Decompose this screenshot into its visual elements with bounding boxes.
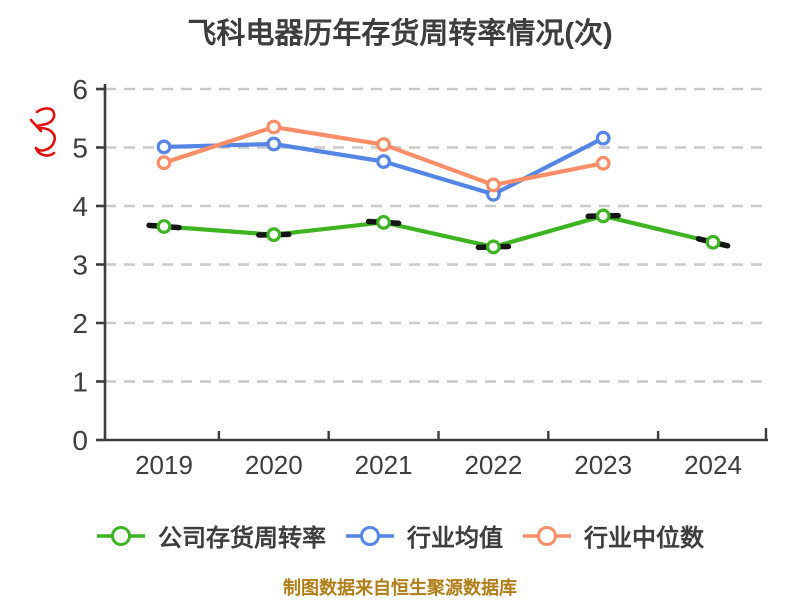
- legend-label: 行业中位数: [584, 525, 704, 552]
- svg-text:6: 6: [72, 74, 88, 105]
- svg-text:2020: 2020: [245, 450, 303, 480]
- legend-item-industry-mean: 行业均值: [345, 518, 503, 553]
- red-scribble-annotation-icon: [29, 107, 56, 157]
- svg-text:3: 3: [72, 250, 88, 281]
- svg-text:1: 1: [72, 367, 88, 398]
- data-source-footer: 制图数据来自恒生聚源数据库: [283, 578, 517, 598]
- legend-item-industry-median: 行业中位数: [522, 518, 704, 553]
- chart-legend: 公司存货周转率 行业均值 行业中位数: [0, 518, 800, 553]
- svg-text:2024: 2024: [684, 450, 742, 480]
- svg-text:0: 0: [72, 425, 88, 456]
- svg-text:2: 2: [72, 308, 88, 339]
- svg-text:2023: 2023: [574, 450, 632, 480]
- legend-item-company-turnover: 公司存货周转率: [96, 518, 326, 553]
- svg-text:2019: 2019: [135, 450, 193, 480]
- svg-text:4: 4: [72, 191, 88, 222]
- svg-text:5: 5: [72, 133, 88, 164]
- legend-label: 行业均值: [407, 525, 503, 552]
- svg-text:2021: 2021: [355, 450, 413, 480]
- chart-title: 飞科电器历年存货周转率情况(次): [187, 18, 613, 50]
- legend-label: 公司存货周转率: [158, 525, 326, 552]
- green-line-marker-icon: [97, 525, 145, 546]
- orange-line-marker-icon: [523, 525, 571, 546]
- blue-line-marker-icon: [346, 525, 394, 546]
- svg-text:2022: 2022: [464, 450, 522, 480]
